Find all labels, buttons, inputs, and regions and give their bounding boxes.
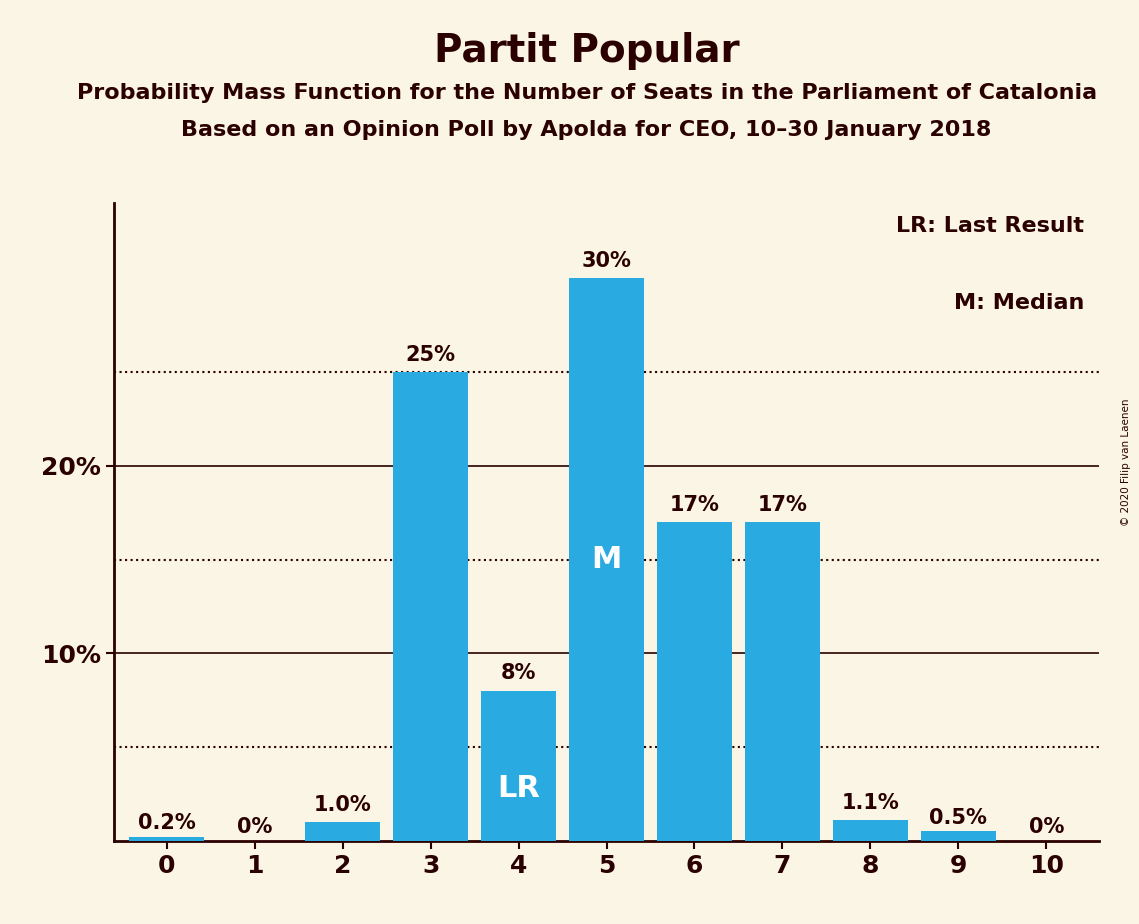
Text: 0%: 0% (237, 817, 272, 837)
Text: 0%: 0% (1029, 817, 1064, 837)
Text: 0.2%: 0.2% (138, 813, 196, 833)
Text: Probability Mass Function for the Number of Seats in the Parliament of Catalonia: Probability Mass Function for the Number… (76, 83, 1097, 103)
Bar (481, 691, 556, 841)
Text: 1.1%: 1.1% (842, 793, 900, 813)
Bar (745, 522, 820, 841)
Bar (833, 821, 908, 841)
Text: 25%: 25% (405, 345, 456, 365)
Bar (570, 278, 644, 841)
Text: 1.0%: 1.0% (313, 795, 371, 815)
Text: © 2020 Filip van Laenen: © 2020 Filip van Laenen (1121, 398, 1131, 526)
Bar (130, 837, 204, 841)
Text: Based on an Opinion Poll by Apolda for CEO, 10–30 January 2018: Based on an Opinion Poll by Apolda for C… (181, 120, 992, 140)
Text: LR: Last Result: LR: Last Result (896, 216, 1084, 236)
Text: 17%: 17% (670, 494, 720, 515)
Text: 0.5%: 0.5% (929, 808, 988, 828)
Text: M: Median: M: Median (954, 293, 1084, 312)
Text: 17%: 17% (757, 494, 808, 515)
Text: Partit Popular: Partit Popular (434, 32, 739, 70)
Bar (657, 522, 732, 841)
Text: M: M (591, 545, 622, 574)
Text: LR: LR (497, 773, 540, 803)
Text: 8%: 8% (501, 663, 536, 684)
Bar (393, 372, 468, 841)
Bar (305, 822, 380, 841)
Bar (921, 832, 995, 841)
Text: 30%: 30% (582, 250, 631, 271)
